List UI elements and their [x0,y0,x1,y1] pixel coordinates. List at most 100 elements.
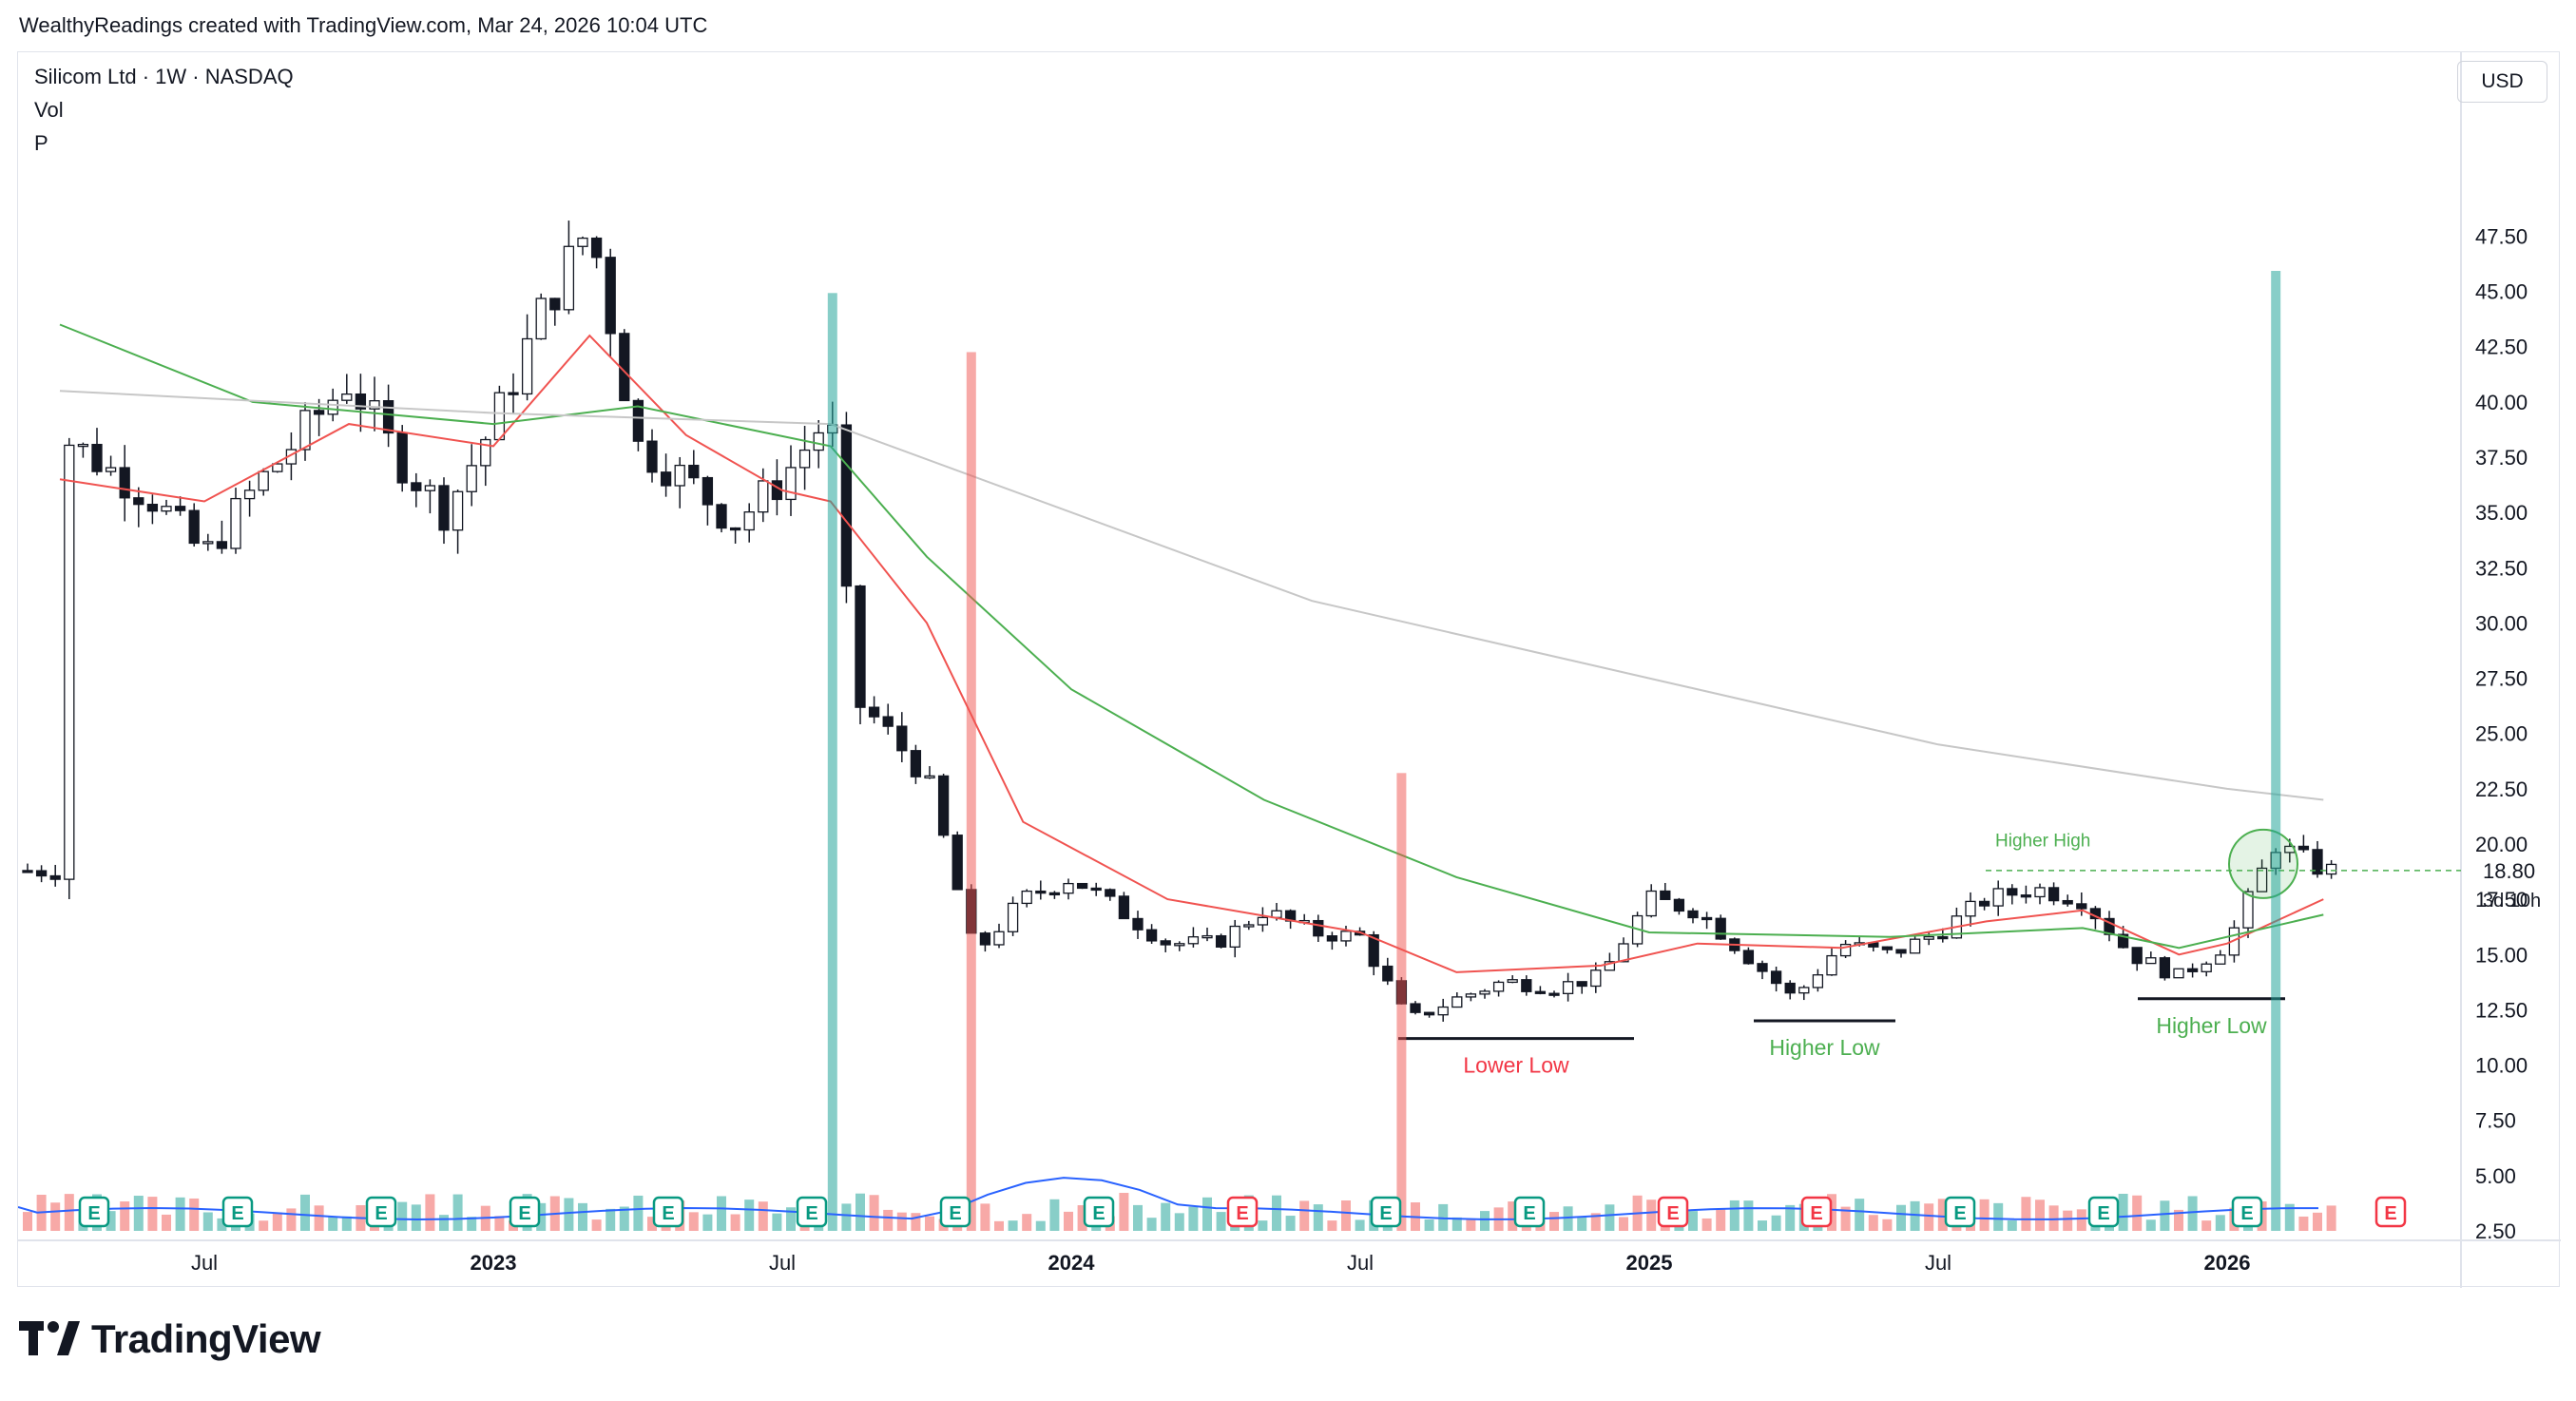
volume-bar [869,1195,879,1231]
candle-body [480,438,491,467]
candle-body [979,932,991,946]
volume-bar [1133,1204,1143,1231]
price-chart[interactable]: 2.50 5.00 7.50 10.00 12.50 15.00 17.50 20.00 22.… [18,52,2561,1288]
candle-body [1035,890,1047,894]
candle-body [605,257,616,335]
volume-bar [1882,1219,1893,1231]
volume-bar [1549,1212,1559,1231]
candle-body [452,490,464,531]
candle-body [272,463,283,472]
candle-body [1521,979,1532,992]
candle-body [674,464,685,487]
candle-body [729,527,741,531]
volume-bar [702,1214,713,1231]
candle-body [2062,899,2073,905]
candle-body [563,245,575,311]
candle-body [2159,957,2171,979]
volume-bar [272,1212,282,1231]
earnings-marker-icon [1083,1196,1115,1228]
volume-bar [744,1199,755,1231]
earnings-marker-label: E [518,1203,530,1224]
candle-body [1757,963,1768,972]
volume-bar [758,1201,768,1231]
volume-bar [411,1204,421,1231]
candle-body [1063,882,1074,894]
time-tick-label: Jul [191,1251,218,1275]
candle-body [1701,916,1713,921]
candle-body [2145,957,2157,965]
volume-bar [688,1212,699,1231]
volume-bar [175,1197,185,1231]
volume-bar [1258,1220,1268,1231]
earnings-marker-icon [1800,1196,1833,1228]
volume-bar [64,1194,74,1231]
symbol-legend[interactable]: Silicom Ltd · 1W · NASDAQ [34,65,294,88]
price-tick-label: 35.00 [2475,501,2528,525]
candle-body [1507,979,1518,984]
volume-bar [202,1212,213,1231]
volume-bar [578,1202,587,1231]
candle-body [2034,887,2046,898]
time-tick-label: Jul [1347,1251,1374,1275]
candle-body [1382,965,1394,982]
earnings-marker-icon [939,1196,971,1228]
chart-frame[interactable]: 2.50 5.00 7.50 10.00 12.50 15.00 17.50 20.00 22.… [17,51,2561,1288]
volume-bar [314,1205,324,1231]
volume-bar [2076,1209,2086,1231]
time-tick-label: 2023 [471,1251,517,1275]
candle-body [2173,968,2184,979]
candle-body [1660,890,1671,900]
volume-bar [2215,1215,2225,1231]
annotation-label: Higher Low [2156,1013,2267,1038]
candle-body [716,504,727,529]
candle-body [1812,974,1824,988]
volume-bar [1716,1208,1726,1231]
volume-legend[interactable]: Vol [34,98,64,122]
volume-bar [911,1213,921,1231]
price-tick-label: 15.00 [2475,943,2528,967]
volume-bar [1188,1206,1199,1231]
breakout-circle [2228,828,2298,899]
candle-body [1105,889,1116,897]
volume-bar [1758,1220,1767,1231]
earnings-marker-icon [1657,1196,1689,1228]
volume-bar [133,1196,144,1231]
volume-bar [1910,1200,1920,1231]
candle-body [35,870,48,877]
chart-credit: WealthyReadings created with TradingView… [19,13,708,37]
volume-bar [1396,773,1407,1231]
candle-body [2256,867,2268,892]
candle-body [1687,910,1699,919]
volume-bar [925,1216,934,1231]
volume-bar [2187,1196,2198,1231]
volume-bar [425,1194,435,1231]
volume-bar [1868,1215,1878,1231]
candle-body [49,874,61,880]
earnings-marker-label: E [1810,1203,1822,1224]
price-tick-label: 5.00 [2475,1164,2516,1188]
volume-bar [162,1214,171,1231]
volume-bar [1327,1220,1337,1231]
volume-bar [564,1198,574,1231]
candle-body [937,775,950,836]
candle-body [299,410,311,451]
candle-body [327,399,338,415]
candle-body [2047,887,2060,902]
candle-body [1215,934,1227,948]
p-legend[interactable]: P [34,131,48,155]
candle-body [2186,968,2199,972]
currency-selector[interactable]: USD [2457,61,2547,103]
price-tick-label: 20.00 [2475,833,2528,856]
candle-body [702,476,714,506]
earnings-marker-label: E [87,1203,100,1224]
candle-body [369,400,380,410]
volume-bar [2271,271,2281,1231]
volume-bar [1896,1204,1906,1231]
volume-bar [341,1216,352,1231]
candle-body [1313,919,1324,937]
candle-body [660,471,672,487]
candle-body [743,511,755,531]
volume-bar [1688,1211,1698,1231]
price-tick-label: 12.50 [2475,998,2528,1022]
volume-bar [2007,1220,2017,1231]
